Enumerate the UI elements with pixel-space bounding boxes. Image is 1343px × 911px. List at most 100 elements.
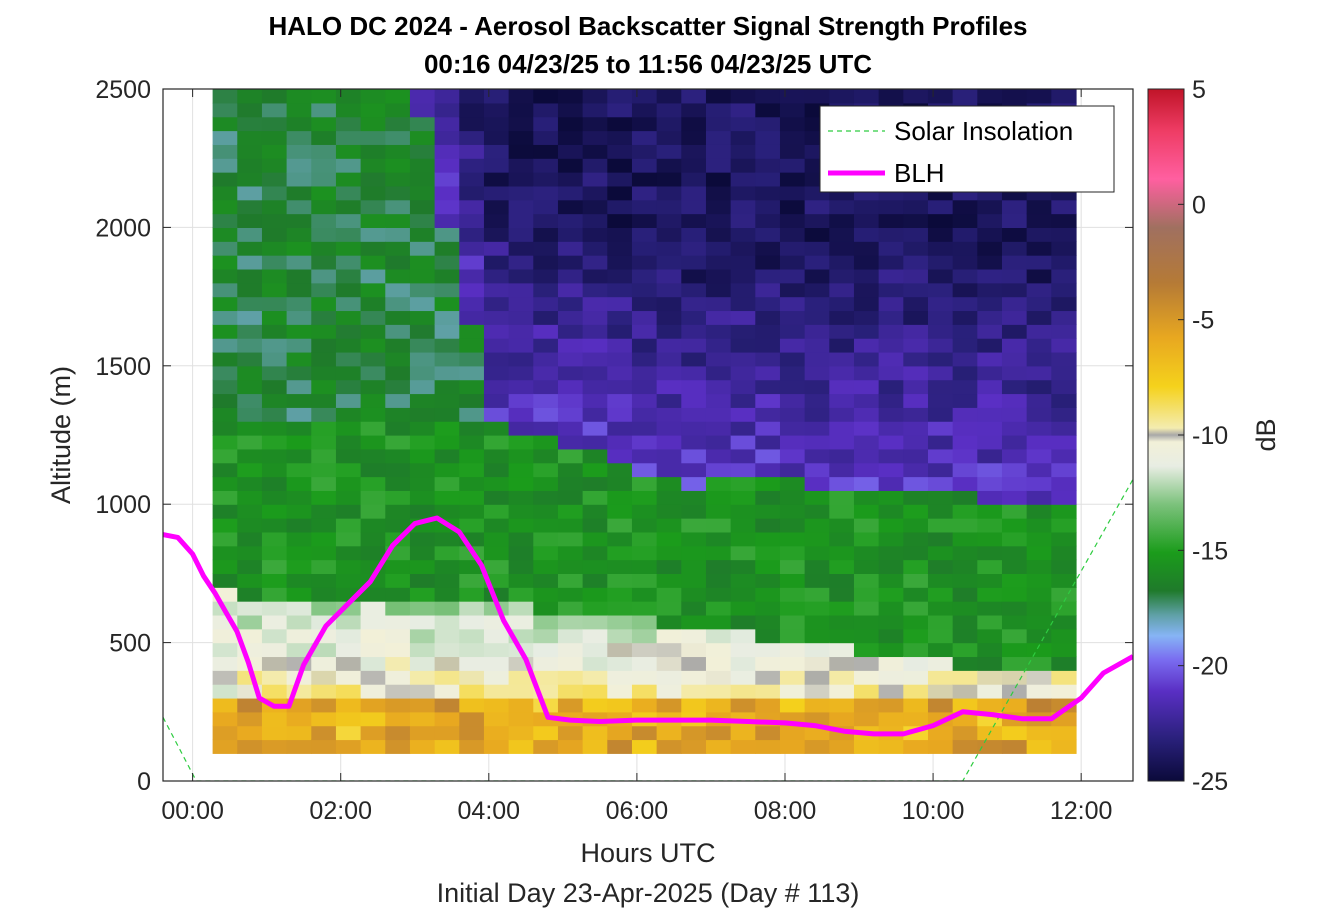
heatmap-cell — [409, 365, 436, 381]
heatmap-cell — [903, 282, 929, 298]
heatmap-cell — [508, 407, 534, 422]
heatmap-cell — [927, 545, 954, 561]
heatmap-cell — [607, 393, 633, 408]
heatmap-cell — [557, 310, 584, 325]
heatmap-cell — [656, 628, 682, 644]
heatmap-cell — [878, 393, 904, 408]
heatmap-cell — [730, 102, 756, 118]
heatmap-cell — [237, 725, 263, 741]
heatmap-cell — [878, 241, 904, 256]
heatmap-cell — [607, 296, 633, 312]
heatmap-cell — [261, 739, 288, 754]
heatmap-cell — [952, 490, 978, 505]
heatmap-cell — [557, 697, 584, 713]
heatmap-cell — [804, 227, 830, 242]
heatmap-cell — [286, 518, 312, 533]
heatmap-cell — [631, 310, 658, 325]
heatmap-cell — [212, 282, 238, 298]
heatmap-cell — [779, 670, 806, 685]
heatmap-cell — [903, 89, 929, 104]
heatmap-cell — [261, 531, 288, 547]
heatmap-cell — [483, 310, 510, 325]
heatmap-cell — [459, 573, 485, 588]
heatmap-cell — [1051, 255, 1077, 270]
heatmap-cell — [508, 531, 534, 547]
heatmap-cell — [533, 365, 559, 381]
heatmap-cell — [533, 282, 559, 298]
heatmap-cell — [557, 407, 584, 422]
heatmap-cell — [459, 504, 485, 519]
heatmap-cell — [212, 102, 238, 118]
heatmap-cell — [952, 338, 978, 353]
heatmap-cell — [434, 158, 460, 173]
heatmap-cell — [681, 268, 707, 284]
heatmap-cell — [631, 435, 658, 450]
heatmap-cell — [779, 587, 806, 602]
heatmap-cell — [705, 490, 732, 505]
heatmap-cell — [335, 559, 362, 574]
heatmap-cell — [533, 448, 559, 464]
heatmap-cell — [927, 559, 954, 574]
heatmap-cell — [508, 670, 534, 685]
heatmap-cell — [804, 531, 830, 547]
heatmap-cell — [927, 296, 954, 312]
heatmap-cell — [335, 504, 362, 519]
heatmap-cell — [483, 227, 510, 242]
heatmap-cell — [927, 642, 954, 658]
heatmap-cell — [903, 435, 929, 450]
heatmap-cell — [483, 282, 510, 298]
heatmap-cell — [508, 559, 534, 574]
heatmap-cell — [385, 587, 411, 602]
heatmap-cell — [335, 130, 362, 145]
heatmap-cell — [237, 545, 263, 561]
heatmap-cell — [311, 365, 337, 381]
heatmap-cell — [483, 379, 510, 395]
heatmap-cell — [311, 241, 337, 256]
heatmap-cell — [829, 310, 855, 325]
heatmap-cell — [804, 697, 830, 713]
heatmap-cell — [705, 725, 732, 741]
heatmap-cell — [385, 573, 411, 588]
heatmap-cell — [681, 448, 707, 464]
heatmap-cell — [1051, 268, 1077, 284]
heatmap-cell — [804, 241, 830, 256]
heatmap-cell — [878, 227, 904, 242]
heatmap-cell — [779, 324, 806, 339]
heatmap-cell — [533, 545, 559, 561]
heatmap-cell — [261, 282, 288, 298]
heatmap-cell — [459, 116, 485, 132]
heatmap-cell — [212, 213, 238, 228]
heatmap-cell — [385, 116, 411, 132]
heatmap-cell — [508, 393, 534, 408]
heatmap-cell — [261, 545, 288, 561]
heatmap-cell — [853, 642, 880, 658]
heatmap-cell — [483, 476, 510, 491]
heatmap-cell — [656, 227, 682, 242]
heatmap-cell — [385, 656, 411, 671]
heatmap-cell — [459, 310, 485, 325]
heatmap-cell — [385, 739, 411, 754]
heatmap-cell — [878, 310, 904, 325]
heatmap-cell — [385, 462, 411, 478]
heatmap-cell — [755, 296, 781, 312]
heatmap-cell — [434, 199, 460, 215]
heatmap-cell — [237, 338, 263, 353]
heatmap-cell — [459, 725, 485, 741]
heatmap-cell — [878, 476, 904, 491]
heatmap-cell — [804, 338, 830, 353]
heatmap-cell — [1051, 324, 1077, 339]
heatmap-cell — [311, 670, 337, 685]
heatmap-cell — [829, 684, 855, 699]
heatmap-cell — [261, 241, 288, 256]
heatmap-cell — [878, 684, 904, 699]
heatmap-cell — [557, 614, 584, 630]
colorbar-tick-label: -10 — [1192, 422, 1228, 450]
heatmap-cell — [730, 656, 756, 671]
heatmap-cell — [779, 739, 806, 754]
heatmap-cell — [237, 227, 263, 242]
heatmap-cell — [804, 462, 830, 478]
heatmap-cell — [582, 379, 608, 395]
heatmap-cell — [1001, 448, 1028, 464]
heatmap-cell — [730, 504, 756, 519]
heatmap-cell — [286, 407, 312, 422]
